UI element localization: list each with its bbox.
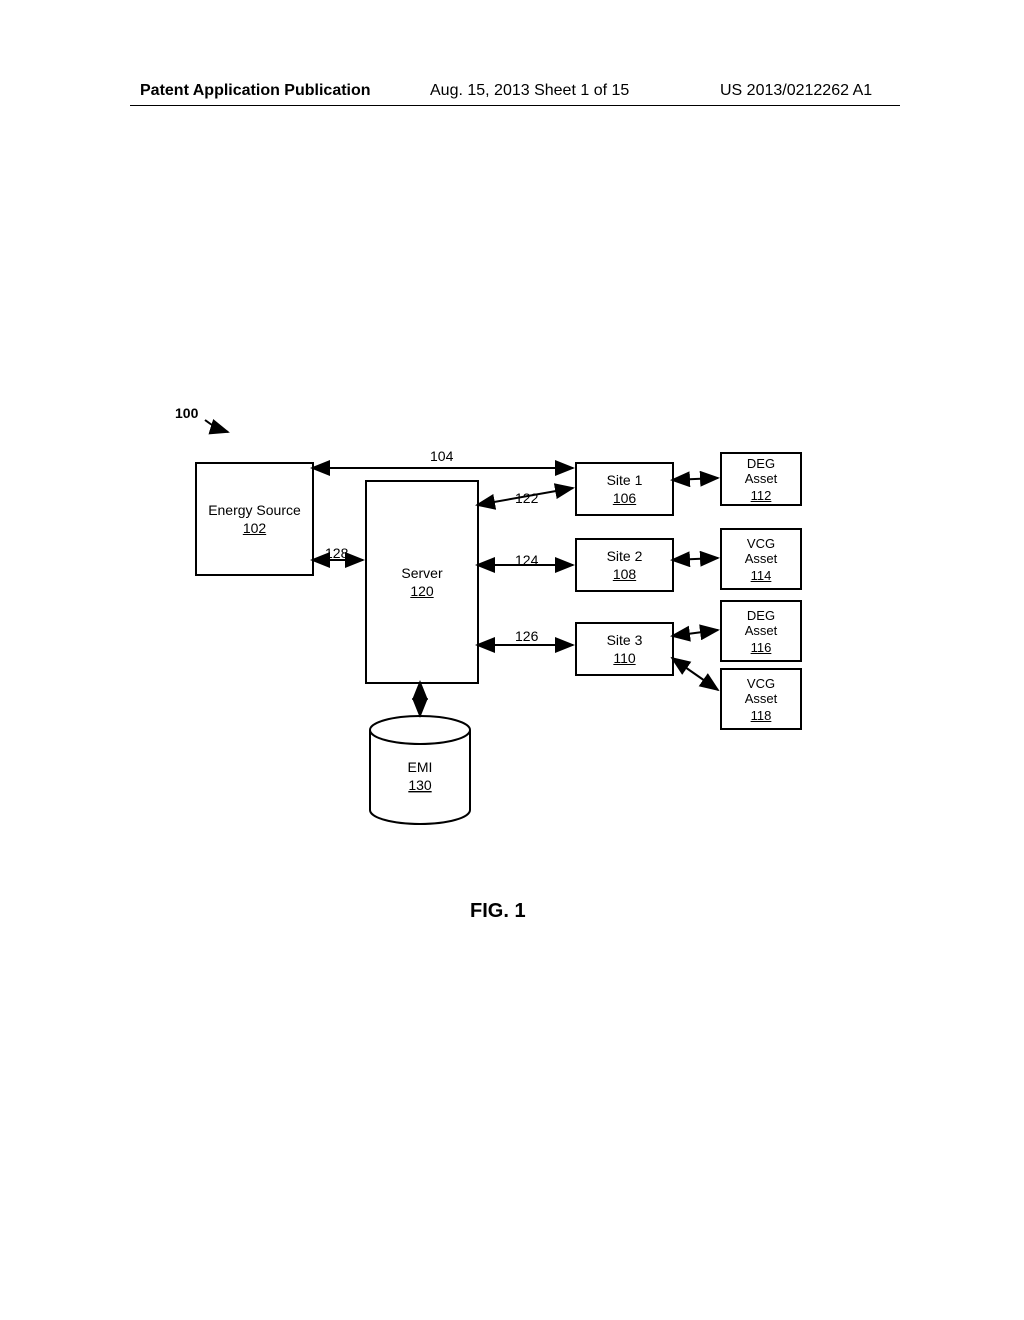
svg-text:EMI: EMI	[408, 759, 433, 775]
node-emi-cylinder: EMI 130	[370, 716, 470, 824]
diagram-svg: EMI 130	[0, 0, 1024, 1320]
page: Patent Application Publication Aug. 15, …	[0, 0, 1024, 1320]
emi-ref: 130	[408, 777, 432, 793]
